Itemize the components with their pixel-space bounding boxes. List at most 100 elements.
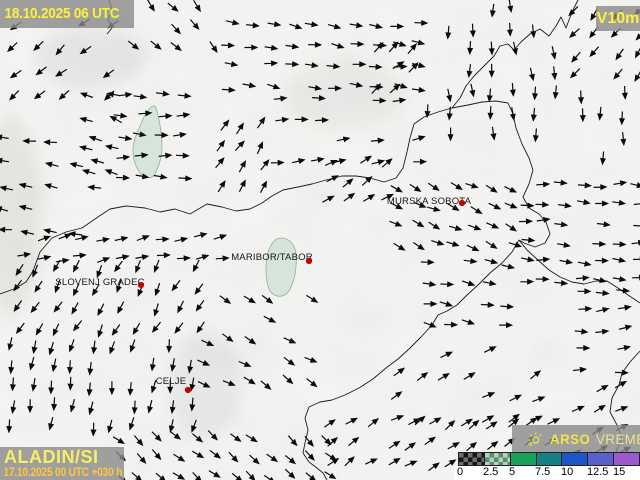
legend-cell [562, 453, 589, 465]
city-label: MURSKA SOBOTA [387, 196, 472, 207]
wind-arrow [88, 135, 102, 142]
wind-arrow [133, 93, 148, 100]
wind-arrow [504, 202, 518, 209]
wind-arrow [508, 413, 520, 423]
wind-arrow [462, 280, 476, 287]
wind-arrow [412, 241, 425, 251]
wind-arrow [282, 374, 294, 385]
wind-arrow [118, 91, 133, 98]
station-dot [458, 199, 466, 207]
wind-arrow [127, 382, 134, 397]
wind-arrow [348, 436, 360, 447]
wind-arrow [620, 132, 627, 147]
wind-arrow [195, 254, 210, 261]
wind-arrow [127, 40, 140, 50]
wind-arrow [216, 139, 226, 152]
wind-arrow [404, 460, 418, 467]
wind-arrow [260, 380, 272, 390]
wind-arrow [79, 45, 92, 55]
wind-arrow [595, 200, 610, 207]
wind-arrow [327, 23, 342, 30]
wind-arrow [390, 415, 405, 421]
wind-arrow [136, 453, 147, 464]
wind-arrow [22, 138, 37, 145]
wind-arrow [592, 240, 607, 247]
wind-arrow [558, 202, 572, 209]
wind-arrow [174, 236, 189, 243]
wind-arrow [51, 397, 58, 412]
wind-arrow [131, 400, 138, 415]
wind-arrow [90, 158, 105, 165]
wind-arrow [574, 328, 589, 335]
wind-arrow [72, 252, 87, 259]
wind-arrow [222, 380, 236, 386]
wind-arrow [58, 90, 70, 100]
wind-arrow [621, 85, 628, 100]
wind-arrow [312, 95, 327, 102]
wind-arrow [116, 154, 131, 161]
wind-arrow [37, 235, 52, 242]
legend-tick-labels: 0 2.5 5 7.5 10 12.5 15 [454, 466, 640, 480]
wind-arrow [469, 23, 476, 38]
wind-arrow [238, 360, 252, 367]
wind-arrow [197, 359, 211, 366]
legend-cell [536, 453, 563, 465]
wind-arrow [614, 380, 628, 389]
wind-arrow [530, 370, 542, 380]
wind-arrow [388, 440, 401, 449]
wind-arrow [102, 69, 115, 79]
wind-arrow [177, 300, 185, 314]
wind-arrow [593, 404, 606, 413]
wind-arrow [52, 259, 61, 273]
wind-arrow [117, 301, 125, 314]
wind-arrow [460, 418, 474, 427]
wind-arrow [509, 82, 516, 97]
wind-arrow [559, 258, 574, 265]
wind-arrow [0, 226, 13, 233]
wind-arrow [368, 63, 383, 70]
wind-arrow [412, 135, 426, 142]
city-label: SLOVENJ GRADEC [55, 277, 144, 288]
wind-arrow [291, 158, 306, 165]
wind-arrow [229, 433, 242, 442]
wind-arrow [428, 462, 440, 472]
wind-arrow [577, 90, 584, 105]
wind-arrow [551, 66, 558, 81]
wind-arrow [259, 180, 268, 193]
model-overlay: ALADIN/SI 17.10.2025 00 UTC +030 h [0, 447, 124, 480]
wind-arrow [238, 179, 246, 192]
wind-arrow [324, 419, 336, 428]
wind-arrow [71, 302, 79, 315]
wind-arrow [68, 231, 83, 238]
wind-arrow [390, 185, 403, 193]
wind-arrow [158, 152, 173, 159]
wind-arrow [78, 145, 93, 152]
wind-arrow [556, 242, 571, 248]
wind-arrow [284, 468, 296, 479]
wind-arrow [390, 202, 404, 210]
wind-arrow [324, 471, 337, 480]
wind-arrow [187, 359, 194, 374]
wind-arrow [72, 259, 80, 273]
legend-colorbar [458, 452, 640, 466]
wind-arrow [155, 236, 170, 243]
wind-arrow [69, 162, 84, 168]
country-border [0, 107, 453, 295]
wind-arrow [304, 356, 318, 363]
wind-arrow [532, 396, 546, 403]
wind-arrow [289, 23, 303, 30]
wind-arrow [96, 264, 103, 279]
wind-arrow [520, 202, 535, 209]
wind-arrow [325, 452, 337, 461]
wind-arrow [420, 259, 435, 266]
wind-arrow [150, 40, 162, 50]
wind-arrow [32, 264, 39, 278]
wind-arrow [13, 300, 23, 312]
wind-arrow [191, 450, 205, 459]
wind-arrow [75, 235, 89, 241]
wind-arrow [371, 159, 386, 166]
wind-speed-region [132, 105, 163, 179]
legend-cell [614, 453, 640, 465]
wind-arrow [266, 453, 279, 462]
